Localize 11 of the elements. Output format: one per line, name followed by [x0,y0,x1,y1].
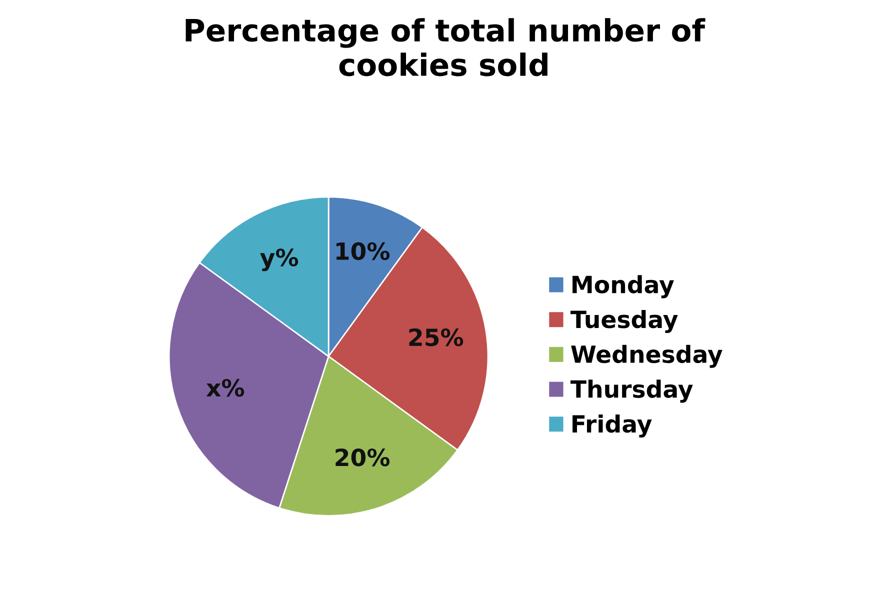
data-label: x% [206,378,244,397]
data-label: 25% [409,328,464,346]
data-label: 20% [336,448,390,466]
data-label: y% [260,248,298,272]
legend-label: Tuesday [570,310,678,334]
chart-title: Percentage of total number of cookies sold [186,18,706,76]
legend-label: Friday [572,414,652,438]
legend-label: Wednesday [571,344,722,368]
legend-label: Monday [572,275,674,298]
data-label: 10% [336,242,390,260]
legend-label: Thursday [570,380,693,403]
